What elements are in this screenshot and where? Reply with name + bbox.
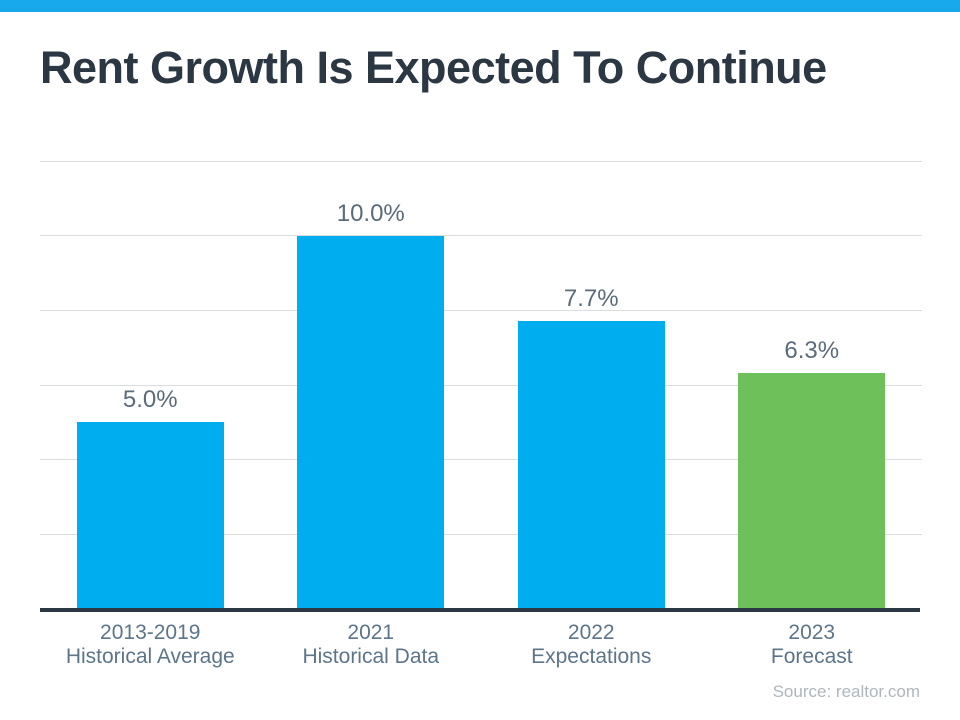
bar <box>517 321 665 608</box>
gridline <box>40 161 922 162</box>
gridline <box>40 533 922 535</box>
category-label: 2022 Expectations <box>531 621 652 668</box>
bar-group: 7.7% <box>481 161 702 608</box>
bar <box>297 235 445 608</box>
bar <box>738 373 886 608</box>
bar <box>76 421 224 608</box>
source-note: Source: realtor.com <box>772 682 920 701</box>
bar-group: 10.0% <box>261 161 482 608</box>
category-label: 2013-2019 Historical Average <box>65 621 235 668</box>
bar-value-label: 6.3% <box>784 337 840 365</box>
gridline <box>40 309 922 311</box>
bar-group: 6.3% <box>702 161 923 608</box>
category-label: 2021 Historical Data <box>302 621 440 668</box>
bar-chart: 5.0% 10.0% 7.7% 6.3% <box>40 161 922 612</box>
bar-value-label: 7.7% <box>563 285 619 313</box>
bars-area: 5.0% 10.0% 7.7% 6.3% <box>40 161 922 608</box>
category-axis: 2013-2019 Historical Average 2021 Histori… <box>40 621 922 669</box>
category-label: 2023 Forecast <box>770 621 853 668</box>
bar-group: 5.0% <box>40 161 261 608</box>
gridline <box>40 384 922 386</box>
bar-value-label: 5.0% <box>122 385 178 413</box>
gridline <box>40 458 922 460</box>
x-axis-line <box>40 608 920 612</box>
page-title: Rent Growth Is Expected To Continue <box>40 42 827 93</box>
bar-value-label: 10.0% <box>336 199 405 227</box>
gridline <box>40 235 922 237</box>
top-accent-bar <box>0 0 960 12</box>
